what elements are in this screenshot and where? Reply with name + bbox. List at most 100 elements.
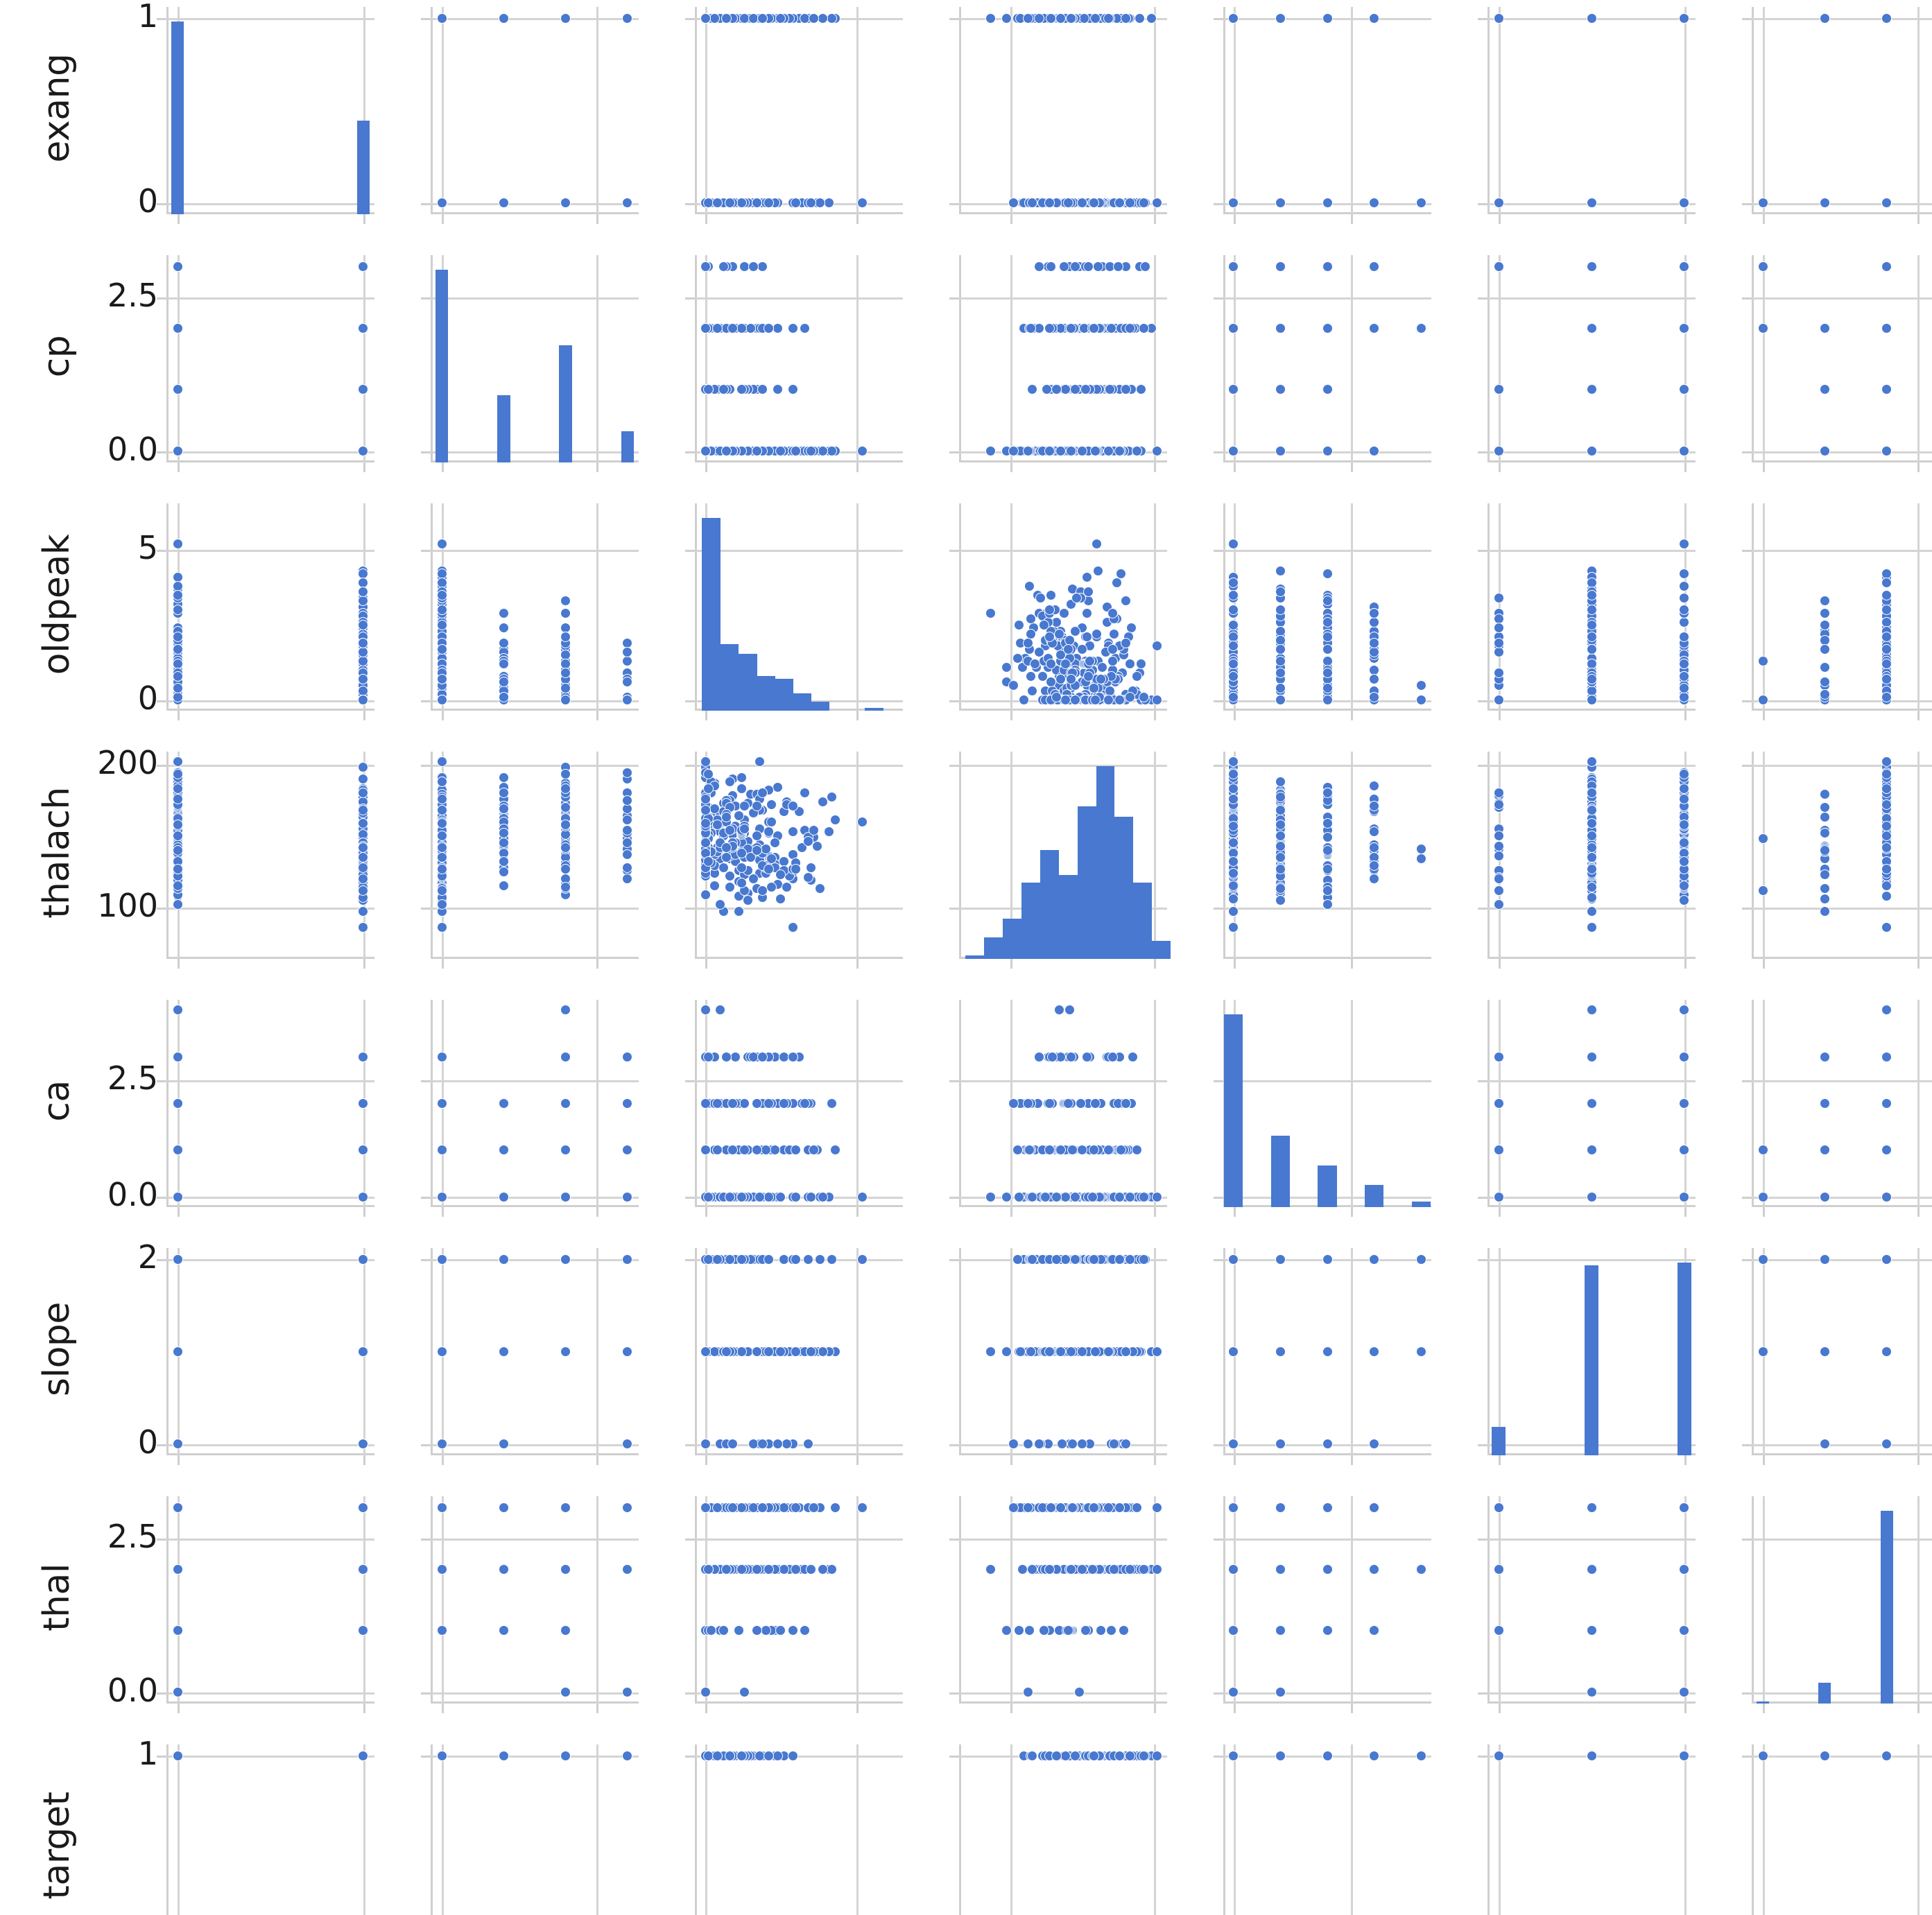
tick-mark-y	[685, 18, 695, 20]
scatter-point	[173, 683, 183, 693]
scatter-point	[1587, 323, 1597, 333]
diagonal-histogram-exang	[166, 7, 374, 214]
tick-mark-y	[949, 203, 959, 205]
scatter-exang-vs-thalach	[959, 7, 1167, 214]
scatter-point	[1416, 323, 1426, 333]
scatter-point	[1055, 13, 1066, 24]
tick-mark-y	[949, 18, 959, 20]
scatter-point	[788, 323, 798, 333]
scatter-point	[1228, 261, 1239, 272]
scatter-point	[1494, 13, 1504, 24]
scatter-point	[1034, 13, 1044, 24]
tick-mark-y	[1742, 297, 1752, 300]
scatter-point	[725, 198, 735, 208]
scatter-point	[1881, 323, 1892, 333]
axes-frame	[431, 255, 639, 462]
scatter-point	[1587, 446, 1597, 456]
scatter-point	[622, 13, 632, 24]
gridline-horizontal	[431, 18, 639, 20]
tick-mark-x	[1499, 214, 1501, 224]
gridline-vertical	[596, 7, 598, 214]
gridline-vertical	[1154, 255, 1156, 462]
tick-mark-y	[1478, 18, 1487, 20]
scatter-cp-vs-oldpeak	[695, 255, 903, 462]
gridline-horizontal	[166, 297, 374, 300]
pairplot-grid: 0 1 exang 0.0 2.5 cp 0 5 oldpeak 100 200 thalach 0.0…	[0, 0, 1932, 1915]
gridline-horizontal	[431, 700, 639, 702]
scatter-point	[1494, 198, 1504, 208]
scatter-point	[1121, 13, 1131, 24]
scatter-cp-vs-ca	[1223, 255, 1431, 462]
axes-frame	[959, 7, 1167, 214]
tick-mark-y	[421, 297, 431, 300]
scatter-point	[1066, 13, 1076, 24]
gridline-vertical	[1010, 7, 1012, 214]
scatter-exang-vs-ca	[1223, 7, 1431, 214]
scatter-point	[985, 13, 996, 24]
scatter-point	[1070, 261, 1080, 272]
tick-mark-y	[1214, 18, 1223, 20]
scatter-point	[818, 13, 828, 24]
scatter-point	[173, 261, 183, 272]
tick-mark-x	[1010, 214, 1012, 224]
gridline-horizontal	[166, 550, 374, 552]
gridline-horizontal	[1752, 451, 1932, 453]
gridline-vertical	[442, 7, 444, 214]
tick-mark-y	[1478, 297, 1487, 300]
axes-frame	[166, 7, 374, 214]
tick-mark-y	[157, 700, 166, 702]
tick-mark-y	[421, 550, 431, 552]
tick-mark-y	[685, 297, 695, 300]
scatter-point	[1146, 13, 1157, 24]
scatter-point	[764, 323, 774, 333]
scatter-point	[358, 261, 368, 272]
tick-mark-x	[1154, 462, 1156, 472]
gridline-horizontal	[431, 203, 639, 205]
scatter-cp-vs-exang	[166, 255, 374, 462]
tick-mark-y	[157, 550, 166, 552]
scatter-point	[773, 323, 783, 333]
gridline-vertical	[1499, 7, 1501, 214]
scatter-point	[437, 620, 447, 630]
tick-mark-y	[1478, 203, 1487, 205]
gridline-vertical	[1351, 255, 1353, 462]
scatter-point	[1083, 261, 1094, 272]
scatter-point	[173, 384, 183, 395]
scatter-point	[1587, 13, 1597, 24]
gridline-horizontal	[695, 297, 903, 300]
axes-frame	[1223, 7, 1431, 214]
axes-frame	[431, 503, 639, 711]
scatter-point	[827, 13, 837, 24]
gridline-vertical	[856, 255, 859, 462]
scatter-point	[1139, 323, 1149, 333]
scatter-exang-vs-slope	[1487, 7, 1696, 214]
scatter-point	[1023, 13, 1033, 24]
scatter-point	[499, 608, 509, 618]
scatter-point	[173, 323, 183, 333]
tick-mark-y	[1214, 203, 1223, 205]
gridline-horizontal	[1752, 297, 1932, 300]
gridline-vertical	[1234, 255, 1236, 462]
tick-mark-y	[685, 451, 695, 453]
tick-mark-x	[442, 711, 444, 720]
scatter-point	[1369, 261, 1379, 272]
scatter-oldpeak-vs-cp	[431, 503, 639, 711]
scatter-point	[1125, 323, 1135, 333]
tick-mark-y	[157, 203, 166, 205]
tick-mark-x	[705, 462, 707, 472]
tick-mark-x	[442, 214, 444, 224]
scatter-cp-vs-thalach	[959, 255, 1167, 462]
scatter-point	[718, 261, 729, 272]
scatter-point	[1089, 323, 1099, 333]
histogram-bar	[171, 21, 184, 214]
tick-mark-x	[1154, 214, 1156, 224]
axes-frame	[1487, 7, 1696, 214]
scatter-point	[745, 323, 756, 333]
scatter-point	[437, 539, 447, 549]
scatter-point	[1820, 323, 1830, 333]
scatter-point	[748, 261, 759, 272]
scatter-point	[1322, 323, 1333, 333]
scatter-point	[1046, 261, 1056, 272]
scatter-point	[499, 13, 509, 24]
gridline-horizontal	[959, 297, 1167, 300]
